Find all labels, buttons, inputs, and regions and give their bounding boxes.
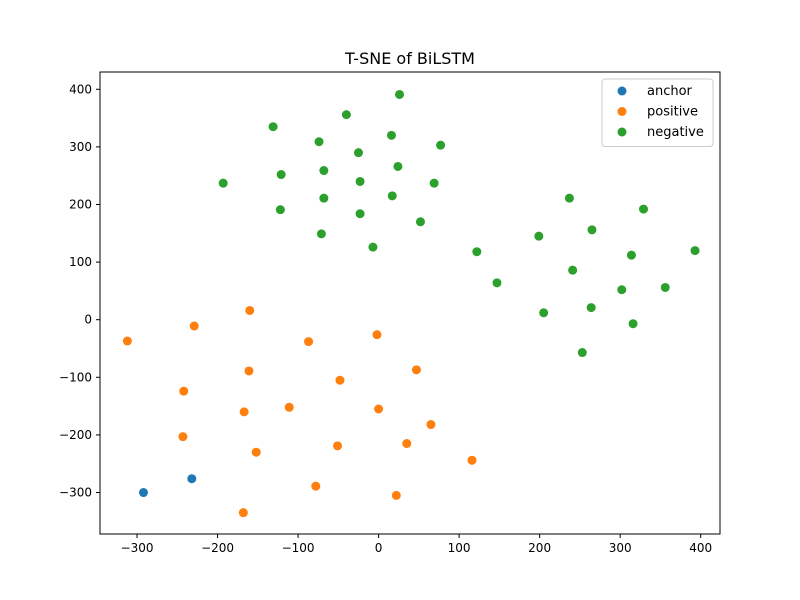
data-points [122, 89, 700, 518]
chart-title: T-SNE of BiLSTM [344, 49, 475, 68]
positive-point [374, 404, 384, 414]
negative-point [586, 303, 596, 313]
y-tick-label: 400 [69, 82, 92, 96]
negative-point [355, 176, 365, 186]
positive-point [311, 481, 321, 491]
negative-point [429, 178, 439, 188]
negative-point [341, 110, 351, 120]
negative-point [568, 265, 578, 275]
positive-point [391, 490, 401, 500]
negative-point [386, 130, 396, 140]
positive-point [411, 365, 421, 375]
negative-point [492, 278, 502, 288]
negative-point [275, 205, 285, 215]
positive-point [239, 407, 249, 417]
negative-point [626, 250, 636, 260]
x-tick-label: −300 [121, 541, 154, 555]
positive-point [244, 366, 254, 376]
plot-area [100, 72, 720, 534]
negative-point [395, 89, 405, 99]
negative-point [564, 193, 574, 203]
positive-point [251, 447, 261, 457]
positive-point [333, 441, 343, 451]
legend-marker-positive [617, 107, 627, 116]
x-tick-label: −200 [201, 541, 234, 555]
negative-point [617, 285, 627, 295]
positive-point [245, 305, 255, 315]
positive-point [467, 455, 477, 465]
positive-point [304, 337, 314, 347]
y-tick-label: 200 [69, 197, 92, 211]
positive-point [178, 432, 188, 442]
negative-point [587, 225, 597, 235]
x-tick-label: 100 [448, 541, 471, 555]
y-tick-label: −100 [59, 370, 92, 384]
negative-point [353, 148, 363, 158]
positive-point [189, 321, 199, 331]
x-tick-label: 300 [609, 541, 632, 555]
legend-marker-negative [617, 127, 627, 137]
positive-point [426, 420, 436, 430]
negative-point [577, 348, 587, 358]
plot-frame [99, 71, 721, 535]
y-tick-label: −300 [59, 486, 92, 500]
negative-point [319, 193, 329, 203]
positive-point [372, 330, 382, 340]
negative-point [368, 242, 378, 252]
negative-point [472, 247, 482, 257]
anchor-point [187, 474, 197, 484]
y-tick-label: −200 [59, 428, 92, 442]
positive-point [122, 336, 132, 346]
legend-marker-anchor [617, 86, 627, 96]
x-tick-label: 0 [375, 541, 383, 555]
y-tick-label: 100 [69, 255, 92, 269]
negative-point [268, 122, 278, 132]
y-axis: −300 −200 −100 0 100 200 300 400 [59, 82, 100, 500]
negative-point [316, 229, 326, 239]
legend: anchor positive negative [601, 78, 714, 147]
legend-label-anchor: anchor [647, 84, 693, 99]
legend-box [601, 78, 714, 147]
positive-point [238, 508, 248, 518]
negative-point [218, 178, 228, 188]
y-tick-label: 300 [69, 140, 92, 154]
negative-point [534, 231, 544, 241]
legend-label-positive: positive [647, 105, 698, 120]
negative-point [690, 246, 700, 256]
x-tick-label: 400 [689, 541, 712, 555]
negative-point [319, 166, 329, 176]
negative-point [539, 308, 549, 318]
x-tick-label: −100 [282, 541, 315, 555]
positive-point [179, 386, 189, 396]
negative-point [436, 140, 446, 150]
negative-point [660, 282, 670, 292]
y-tick-label: 0 [84, 313, 92, 327]
legend-label-negative: negative [647, 125, 704, 140]
positive-point [402, 439, 412, 449]
negative-point [355, 209, 365, 219]
positive-point [284, 402, 294, 412]
negative-point [276, 170, 286, 180]
negative-point [387, 191, 397, 201]
negative-point [393, 161, 403, 171]
negative-point [415, 217, 425, 227]
x-tick-label: 200 [528, 541, 551, 555]
negative-point [628, 319, 638, 329]
positive-point [335, 375, 345, 385]
negative-point [314, 137, 324, 147]
negative-point [639, 204, 649, 214]
anchor-point [138, 488, 148, 498]
x-axis: −300 −200 −100 0 100 200 300 400 [121, 534, 712, 555]
